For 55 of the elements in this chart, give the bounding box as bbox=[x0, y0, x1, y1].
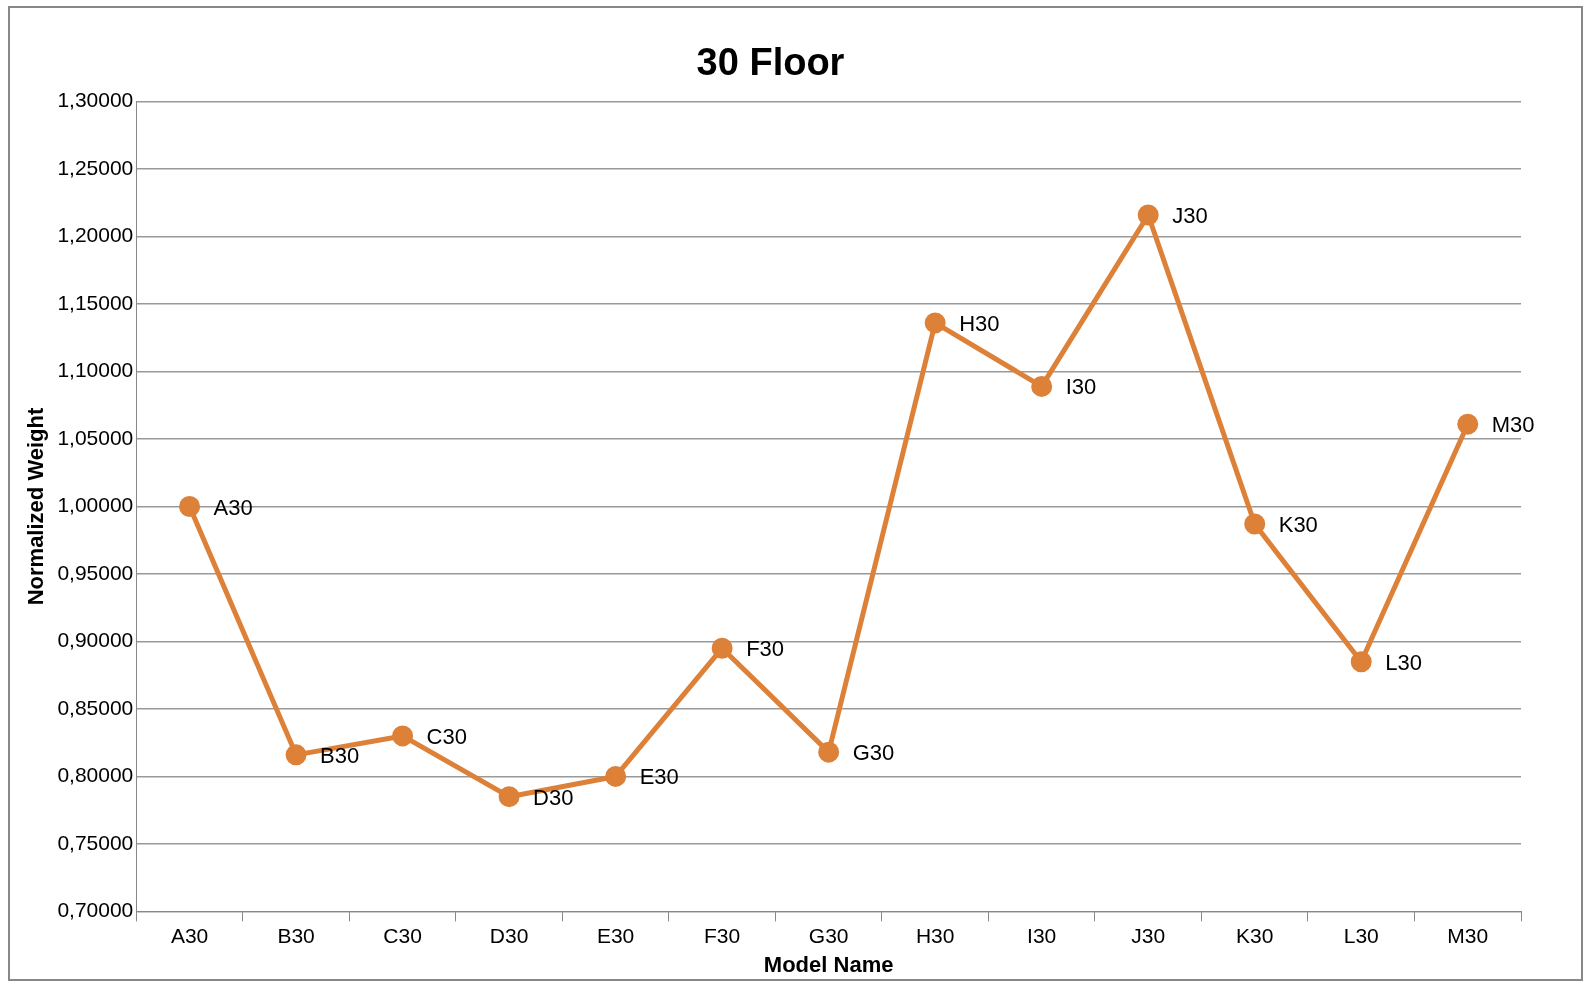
annotation: H30 bbox=[959, 311, 1000, 337]
annotation: G30 bbox=[852, 740, 895, 766]
y-tick-label: 1,00000 bbox=[57, 493, 134, 517]
point bbox=[285, 744, 307, 766]
annotation: L30 bbox=[1385, 649, 1422, 675]
annotation: I30 bbox=[1065, 374, 1097, 400]
x-tick-label: D30 bbox=[489, 923, 529, 947]
y-tick-label: 0,70000 bbox=[57, 898, 134, 922]
y-tick-label: 1,10000 bbox=[57, 358, 134, 382]
point bbox=[1350, 651, 1372, 673]
y-tick-label: 0,80000 bbox=[57, 763, 134, 787]
x-tick-label: B30 bbox=[277, 923, 315, 947]
x-tick-label: G30 bbox=[808, 923, 849, 947]
annotation: A30 bbox=[213, 494, 253, 520]
point bbox=[924, 312, 946, 334]
y-tick-label: 1,05000 bbox=[57, 425, 134, 449]
x-tick-label: E30 bbox=[596, 923, 635, 947]
x-tick-label: A30 bbox=[170, 923, 209, 947]
point bbox=[1244, 513, 1266, 535]
point bbox=[1457, 413, 1479, 435]
y-tick-label: 0,75000 bbox=[57, 830, 134, 854]
point bbox=[179, 496, 201, 517]
x-axis-title: Model Name bbox=[763, 951, 894, 977]
point bbox=[605, 765, 627, 787]
x-tick-label: I30 bbox=[1027, 923, 1057, 947]
x-tick-label: H30 bbox=[915, 923, 955, 947]
x-tick-label: J30 bbox=[1131, 923, 1166, 947]
annotation: D30 bbox=[533, 784, 574, 810]
y-tick-label: 0,90000 bbox=[57, 628, 134, 652]
y-tick-label: 0,95000 bbox=[57, 560, 134, 584]
y-tick-label: 1,15000 bbox=[57, 290, 134, 314]
y-tick-label: 0,85000 bbox=[57, 695, 134, 719]
annotation: J30 bbox=[1172, 203, 1208, 229]
chart-title: 30 Floor bbox=[696, 41, 845, 84]
y-tick-label: 1,25000 bbox=[57, 155, 134, 179]
x-tick-label: F30 bbox=[704, 923, 741, 947]
point bbox=[392, 725, 414, 747]
annotation: K30 bbox=[1278, 512, 1318, 538]
point bbox=[818, 741, 840, 763]
annotation: C30 bbox=[426, 724, 467, 750]
annotation: F30 bbox=[746, 636, 785, 662]
point bbox=[1137, 204, 1159, 226]
point bbox=[711, 637, 733, 659]
annotation: E30 bbox=[639, 764, 679, 790]
y-axis-title: Normalized Weight bbox=[23, 407, 49, 606]
x-tick-label: K30 bbox=[1236, 923, 1274, 947]
x-tick-label: C30 bbox=[383, 923, 422, 947]
point bbox=[1031, 375, 1053, 397]
annotation: M30 bbox=[1491, 412, 1535, 438]
x-tick-label: M30 bbox=[1447, 923, 1489, 947]
y-tick-label: 1,30000 bbox=[57, 88, 134, 112]
y-tick-label: 1,20000 bbox=[57, 223, 134, 247]
x-tick-label: L30 bbox=[1343, 923, 1379, 947]
point bbox=[498, 786, 520, 808]
annotation: B30 bbox=[320, 742, 360, 768]
